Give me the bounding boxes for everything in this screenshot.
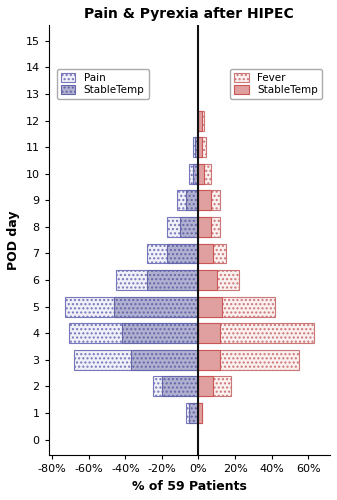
Bar xyxy=(131,350,198,370)
Bar xyxy=(167,217,198,237)
Bar xyxy=(198,110,202,130)
Bar xyxy=(198,403,202,423)
Bar xyxy=(198,217,211,237)
Bar xyxy=(198,244,213,264)
Title: Pain & Pyrexia after HIPEC: Pain & Pyrexia after HIPEC xyxy=(85,7,294,21)
Bar xyxy=(198,164,211,184)
Y-axis label: POD day: POD day xyxy=(7,210,20,270)
Bar xyxy=(198,270,239,290)
Bar xyxy=(198,323,220,343)
Bar xyxy=(198,110,204,130)
Bar xyxy=(198,190,211,210)
Bar xyxy=(162,376,198,396)
Bar xyxy=(186,403,198,423)
Bar xyxy=(198,296,222,316)
Bar xyxy=(147,244,198,264)
Bar xyxy=(198,376,213,396)
Bar xyxy=(153,376,198,396)
Bar xyxy=(74,350,198,370)
Bar xyxy=(193,164,198,184)
Bar xyxy=(198,323,314,343)
Bar xyxy=(122,323,198,343)
Bar xyxy=(65,296,198,316)
Bar xyxy=(177,190,198,210)
Bar xyxy=(115,296,198,316)
Bar xyxy=(198,350,220,370)
Bar xyxy=(186,190,198,210)
Bar xyxy=(198,244,226,264)
Bar xyxy=(147,270,198,290)
Bar xyxy=(198,137,202,157)
Bar xyxy=(198,403,202,423)
Bar xyxy=(167,244,198,264)
Bar xyxy=(116,270,198,290)
X-axis label: % of 59 Patients: % of 59 Patients xyxy=(132,480,247,493)
Bar xyxy=(195,137,198,157)
Bar xyxy=(198,137,206,157)
Bar xyxy=(198,296,275,316)
Bar xyxy=(198,270,217,290)
Bar xyxy=(198,350,299,370)
Bar xyxy=(193,137,198,157)
Bar xyxy=(198,376,232,396)
Bar xyxy=(69,323,198,343)
Bar xyxy=(198,190,220,210)
Bar xyxy=(189,403,198,423)
Bar xyxy=(198,164,204,184)
Legend: Fever, StableTemp: Fever, StableTemp xyxy=(230,69,322,100)
Bar xyxy=(198,217,220,237)
Bar xyxy=(180,217,198,237)
Bar xyxy=(189,164,198,184)
